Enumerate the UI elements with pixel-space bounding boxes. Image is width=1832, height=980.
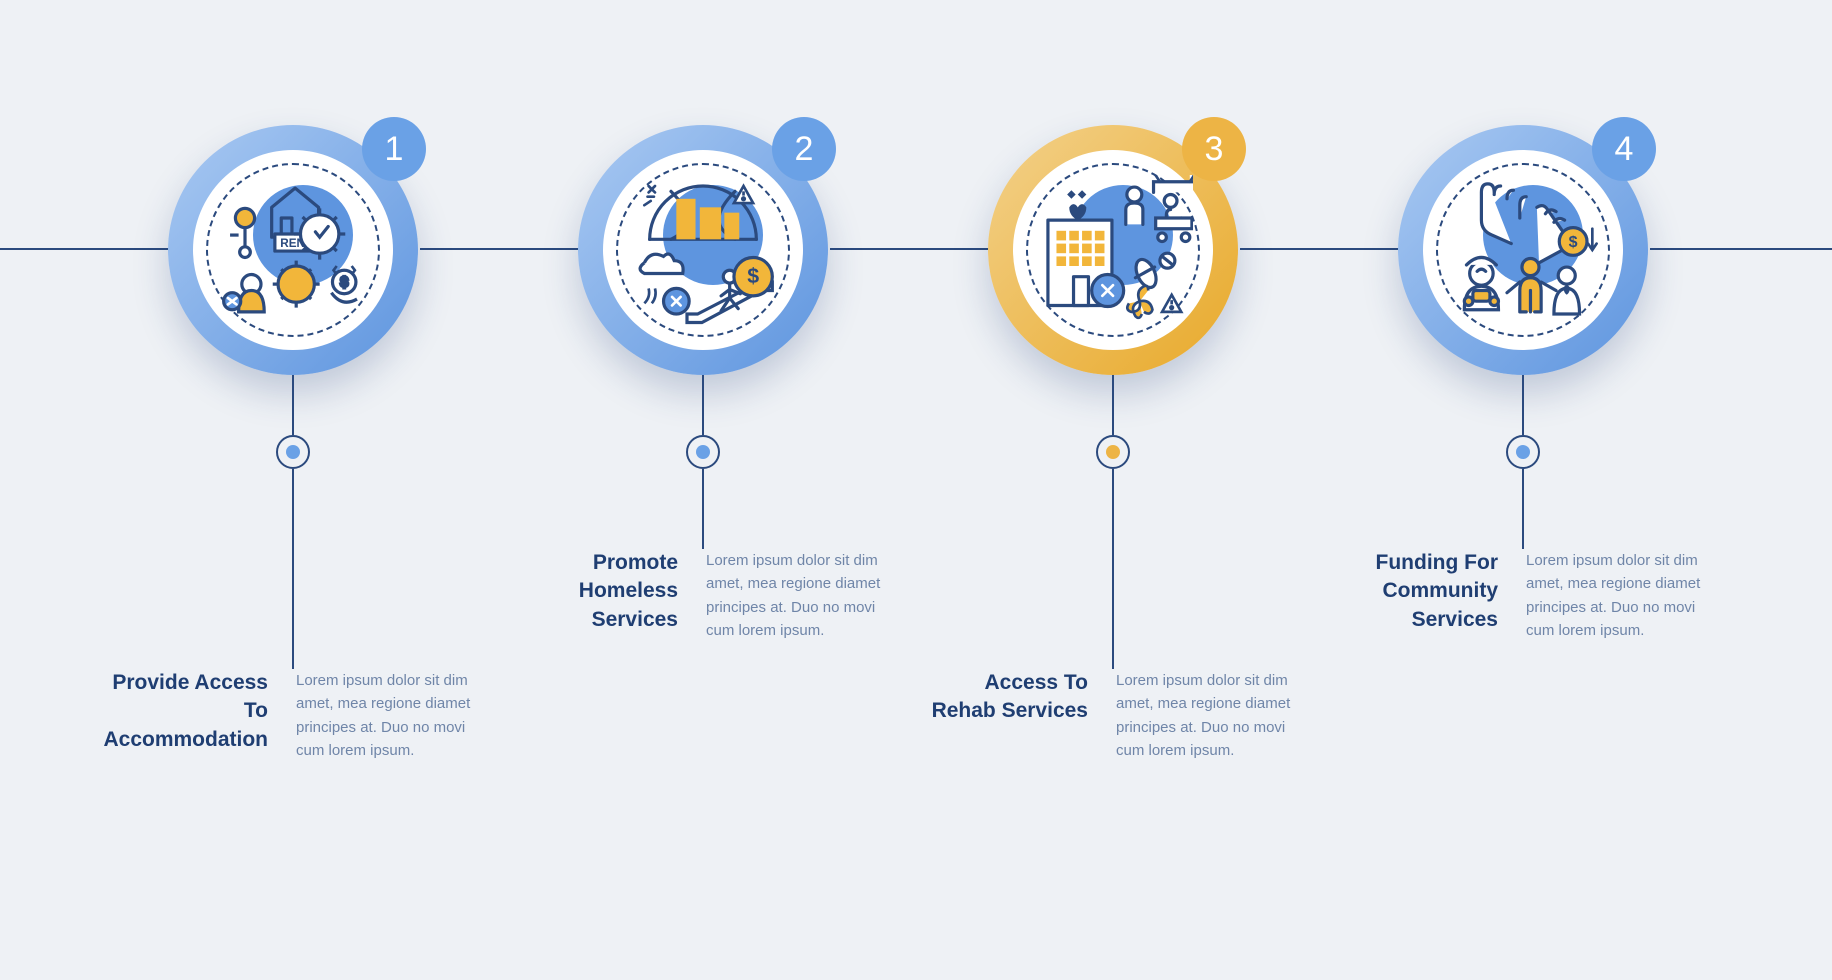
connector-node-dot xyxy=(1516,445,1530,459)
step-number-badge: 1 xyxy=(362,117,426,181)
step-text: Provide Access To Accommodation Lorem ips… xyxy=(98,669,488,762)
accommodation-icon xyxy=(213,170,373,330)
connector-node-dot xyxy=(1106,445,1120,459)
connector-stem xyxy=(1522,469,1524,549)
step-title: Provide Access To Accommodation xyxy=(98,669,268,754)
connector-stem xyxy=(292,469,294,669)
homeless-icon xyxy=(623,170,783,330)
step-circle-inner xyxy=(193,150,393,350)
step-circle-inner xyxy=(1423,150,1623,350)
step-circle: 4 xyxy=(1398,125,1648,375)
connector-node xyxy=(1506,435,1540,469)
step-body: Lorem ipsum dolor sit dim amet, mea regi… xyxy=(1526,549,1718,642)
connector-stem xyxy=(292,375,294,435)
step-circle: 1 xyxy=(168,125,418,375)
step-title: Promote Homeless Services xyxy=(508,549,678,634)
step-body: Lorem ipsum dolor sit dim amet, mea regi… xyxy=(1116,669,1308,762)
rehab-icon xyxy=(1033,170,1193,330)
connector-stem xyxy=(1522,375,1524,435)
step-2: 2Promote Homeless ServicesLorem ipsum do… xyxy=(508,125,898,375)
connector-node xyxy=(276,435,310,469)
step-text: Promote Homeless Services Lorem ipsum dol… xyxy=(508,549,898,642)
step-text: Access To Rehab Services Lorem ipsum dolo… xyxy=(918,669,1308,762)
connector-node-dot xyxy=(286,445,300,459)
connector-stem xyxy=(1112,469,1114,669)
step-circle-inner xyxy=(1013,150,1213,350)
step-number-badge: 3 xyxy=(1182,117,1246,181)
connector-stem xyxy=(702,469,704,549)
connector-node xyxy=(1096,435,1130,469)
step-title: Funding For Community Services xyxy=(1328,549,1498,634)
step-4: 4Funding For Community ServicesLorem ips… xyxy=(1328,125,1718,375)
step-1: 1Provide Access To AccommodationLorem ip… xyxy=(98,125,488,375)
connector-node xyxy=(686,435,720,469)
step-number-badge: 4 xyxy=(1592,117,1656,181)
step-body: Lorem ipsum dolor sit dim amet, mea regi… xyxy=(296,669,488,762)
step-title: Access To Rehab Services xyxy=(918,669,1088,726)
community-icon xyxy=(1443,170,1603,330)
connector-node-dot xyxy=(696,445,710,459)
connector-stem xyxy=(702,375,704,435)
step-circle: 3 xyxy=(988,125,1238,375)
step-text: Funding For Community Services Lorem ipsu… xyxy=(1328,549,1718,642)
step-circle: 2 xyxy=(578,125,828,375)
step-body: Lorem ipsum dolor sit dim amet, mea regi… xyxy=(706,549,898,642)
connector-stem xyxy=(1112,375,1114,435)
step-number-badge: 2 xyxy=(772,117,836,181)
step-3: 3Access To Rehab ServicesLorem ipsum dol… xyxy=(918,125,1308,375)
step-circle-inner xyxy=(603,150,803,350)
